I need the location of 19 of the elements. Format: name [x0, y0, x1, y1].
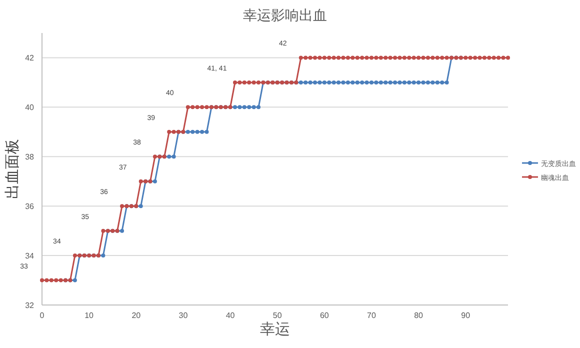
x-tick-label: 10	[84, 311, 94, 320]
y-tick-label: 34	[25, 252, 35, 261]
y-tick-label: 40	[25, 103, 35, 112]
y-tick-label: 38	[25, 152, 35, 162]
y-tick-label: 42	[25, 54, 35, 63]
x-tick-label: 20	[132, 311, 142, 320]
x-tick-label: 30	[178, 311, 188, 320]
x-tick-label: 90	[461, 311, 471, 320]
x-tick-label: 80	[414, 311, 424, 320]
chart-title: 幸运影响出血	[243, 7, 327, 23]
y-axis-title: 出血面板	[3, 139, 21, 199]
x-tick-label: 0	[40, 311, 45, 320]
x-tick-label: 60	[320, 311, 330, 320]
x-tick-label: 70	[367, 311, 376, 320]
y-tick-label: 36	[25, 202, 35, 212]
x-tick-label: 50	[272, 311, 282, 320]
x-tick-label: 40	[226, 311, 236, 320]
y-tick-label: 32	[25, 301, 35, 310]
x-axis-title: 幸运	[260, 321, 290, 338]
